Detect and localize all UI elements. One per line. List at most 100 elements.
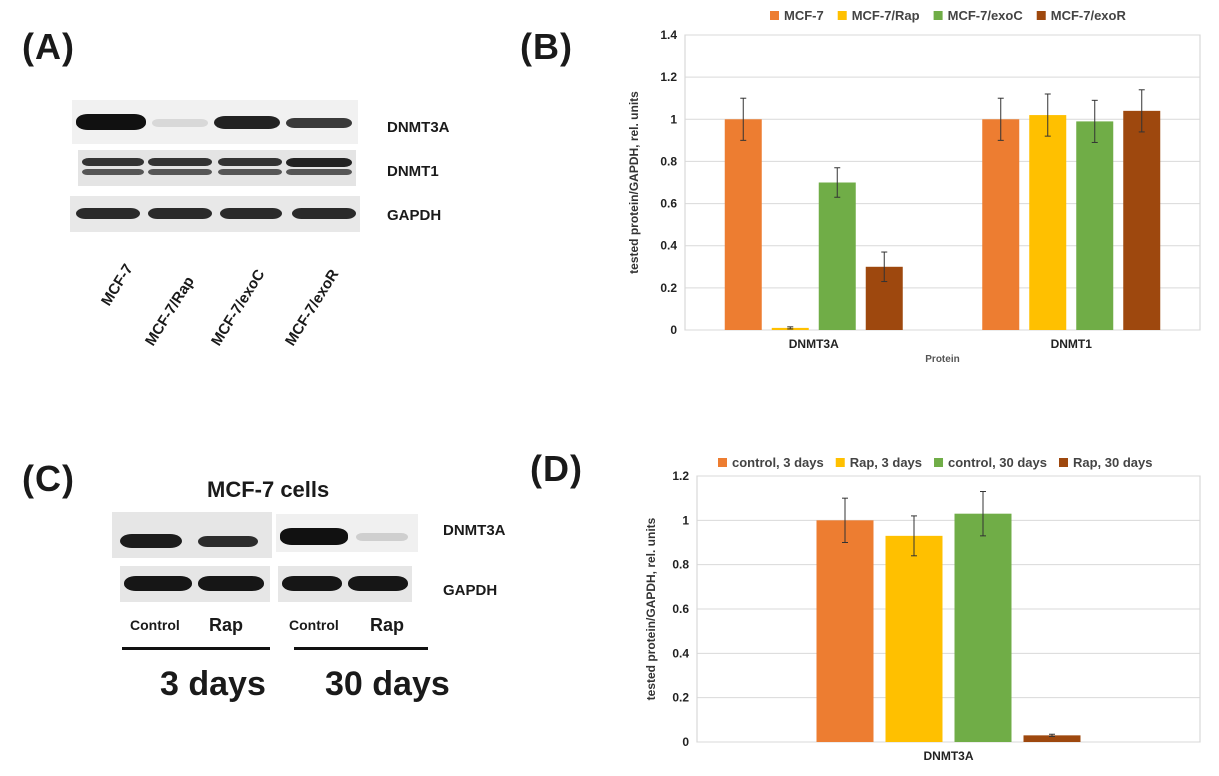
panel-label-c: (C) [22,458,75,499]
blot-a-row-label: DNMT3A [387,119,450,136]
y-tick-label: 0.2 [672,691,689,705]
plot-frame [684,34,1201,331]
x-tick-label: DNMT3A [789,337,839,351]
band [220,208,282,219]
band [198,576,264,591]
y-tick-label: 0.8 [672,558,689,572]
blot-a-lane-label: MCF-7/Rap [142,273,198,350]
chart-d: 0 0.2 0.4 0.6 0.8 1 1.2 tested protein/GAPDH, r… [644,455,1201,763]
blot-c-strip-gapdh-30days [278,566,412,602]
band [348,576,408,591]
blot-a-row-label: GAPDH [387,207,442,224]
blot-a-lane-label: MCF-7/exoC [208,266,269,350]
y-tick-label: 1.2 [672,469,689,483]
y-tick-label: 0.4 [672,646,689,660]
band [218,169,282,175]
y-tick-label: 0.2 [660,281,677,295]
band [286,169,352,175]
group-label-30days: 30 days [325,665,450,703]
legend-label: MCF-7/exoC [948,8,1024,23]
bar [1023,735,1081,742]
y-axis-label: tested protein/GAPDH, rel. units [627,91,641,274]
bar [816,520,874,742]
group-label-3days: 3 days [160,665,266,703]
legend-label: Rap, 3 days [850,455,922,470]
bar [1076,121,1114,331]
band [76,114,146,130]
blot-c: MCF-7 cells DNMT3A GAPDH Control Rap Con… [0,440,520,776]
bar [954,513,1012,742]
legend-swatch [770,11,779,20]
x-tick-label: DNMT1 [1051,337,1093,351]
blot-a-lane-label: MCF-7/exoR [282,266,343,350]
x-axis-label: Protein [925,354,959,365]
band [214,116,280,129]
bar [1123,110,1161,330]
band [148,208,212,219]
y-tick-label: 1.4 [660,28,677,42]
legend-swatch [1036,11,1046,20]
band [148,169,212,175]
blot-c-strip-dnmt3a-3days [112,512,272,558]
blot-c-strip-dnmt3a-30days [276,514,418,552]
bar [1029,115,1067,330]
band [292,208,356,219]
band [76,208,140,219]
blot-c-lane-label: Control [130,617,180,633]
y-tick-label: 0 [682,735,689,749]
bar [885,535,943,742]
band [152,119,208,127]
bar [724,119,762,331]
legend-swatch [718,458,727,467]
band [282,576,342,591]
legend-swatch [933,11,943,20]
band [356,533,408,541]
group-line-3days [122,647,270,650]
legend-swatch [1059,458,1068,467]
panel-label-d: (D) [530,448,583,489]
y-tick-label: 0.6 [660,197,677,211]
legend-label: MCF-7/Rap [852,8,920,23]
blot-a: DNMT3A DNMT1 GAPDH MCF-7 MCF-7/Rap MCF-7… [0,0,500,360]
legend-swatch [837,11,847,20]
blot-a-row-label: DNMT1 [387,163,439,180]
band [124,576,192,591]
band [280,528,348,545]
band [198,536,258,547]
x-tick-label: DNMT3A [924,749,974,763]
blot-strip-dnmt3a [72,100,358,144]
blot-strip-gapdh [70,196,360,232]
legend-label: MCF-7/exoR [1051,8,1127,23]
band [120,534,182,548]
y-tick-label: 0 [670,323,677,337]
blot-strip-dnmt1 [78,150,356,186]
blot-c-lane-label: Control [289,617,339,633]
band [82,169,144,175]
y-tick-label: 1 [670,112,677,126]
blot-c-strip-gapdh-3days [120,566,270,602]
y-tick-label: 1.2 [660,70,677,84]
group-line-30days [294,647,428,650]
blot-c-lane-label: Rap [370,615,405,635]
legend-swatch [934,458,944,467]
bar [818,182,856,330]
band [286,158,352,167]
legend-label: control, 3 days [732,455,824,470]
blot-c-lane-label: Rap [209,615,244,635]
blot-c-row-label: DNMT3A [443,522,506,539]
band [82,158,144,166]
legend-swatch [835,458,845,467]
y-tick-label: 0.8 [660,154,677,168]
y-tick-label: 1 [682,513,689,527]
panel-label-b: (B) [520,26,573,67]
blot-c-title: MCF-7 cells [207,477,330,502]
legend-label: control, 30 days [948,455,1047,470]
bar [982,119,1020,331]
chart-b: 0 0.2 0.4 0.6 0.8 1 1.2 1.4 tested protein/GAPDH… [627,8,1201,365]
blot-c-row-label: GAPDH [443,582,498,599]
y-axis-label: tested protein/GAPDH, rel. units [644,517,658,700]
y-tick-label: 0.4 [660,239,677,253]
legend-label: Rap, 30 days [1073,455,1153,470]
blot-a-lane-label: MCF-7 [98,261,137,310]
band [148,158,212,166]
